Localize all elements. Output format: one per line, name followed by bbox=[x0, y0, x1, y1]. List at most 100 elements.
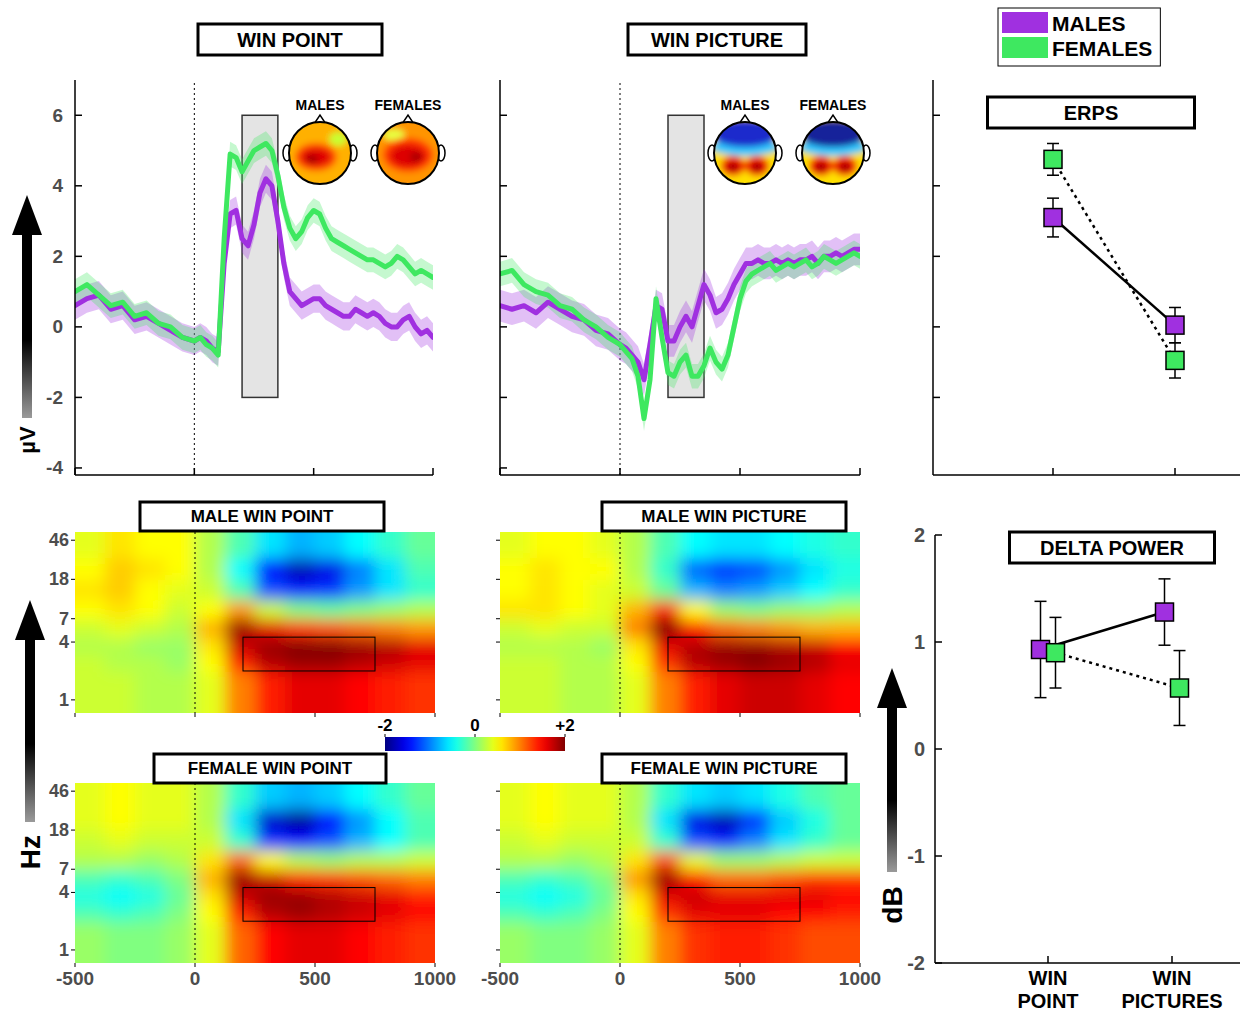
heat-cell bbox=[315, 558, 346, 580]
heat-cell bbox=[285, 619, 316, 638]
y-axis bbox=[74, 80, 76, 475]
heat-cell bbox=[105, 671, 136, 713]
heat-cell bbox=[195, 600, 226, 619]
heat-cell bbox=[770, 921, 801, 963]
heat-cell bbox=[135, 850, 166, 869]
y-tick-label: 4 bbox=[59, 882, 69, 902]
heat-cell bbox=[75, 558, 106, 580]
heat-cell bbox=[75, 904, 106, 921]
title-frame bbox=[628, 24, 806, 55]
heat-cell bbox=[710, 532, 741, 559]
legend: MALESFEMALES bbox=[998, 8, 1160, 66]
heatmap-area bbox=[75, 532, 435, 713]
y-tick-label: 0 bbox=[914, 738, 925, 760]
title: FEMALE WIN POINT bbox=[188, 759, 353, 778]
axis-title: dB bbox=[877, 886, 908, 923]
heat-cell bbox=[800, 579, 831, 600]
x-axis bbox=[935, 962, 1240, 964]
heat-cell bbox=[405, 809, 435, 831]
heat-cell bbox=[800, 671, 831, 713]
y-tick-label: 7 bbox=[59, 859, 69, 879]
heat-cell bbox=[135, 809, 166, 831]
topomap-blob bbox=[295, 143, 337, 171]
heat-cell bbox=[135, 783, 166, 809]
heat-cell bbox=[620, 921, 651, 963]
heatmap-area bbox=[500, 532, 860, 713]
heat-cell bbox=[225, 654, 256, 671]
x-tick bbox=[195, 963, 196, 967]
heat-cell bbox=[225, 850, 256, 869]
heat-cell bbox=[105, 921, 136, 963]
title: FEMALE WIN PICTURE bbox=[631, 759, 818, 778]
heat-cell bbox=[105, 558, 136, 580]
heat-cell bbox=[405, 558, 435, 580]
title-box: MALE WIN PICTURE bbox=[602, 502, 846, 531]
heat-cell bbox=[405, 888, 435, 905]
y-tick-label: 0 bbox=[52, 316, 63, 337]
legend-swatch bbox=[1002, 37, 1048, 58]
heat-cell bbox=[740, 558, 771, 580]
heat-cell bbox=[285, 558, 316, 580]
x-tick bbox=[1052, 468, 1054, 475]
heat-cell bbox=[135, 558, 166, 580]
heat-cell bbox=[75, 532, 106, 559]
heat-cell bbox=[195, 869, 226, 888]
heat-cell bbox=[530, 619, 561, 638]
legend-label: FEMALES bbox=[1052, 37, 1152, 60]
heat-cell bbox=[590, 830, 621, 851]
y-tick bbox=[71, 618, 75, 619]
heat-cell bbox=[345, 619, 376, 638]
heat-cell bbox=[530, 579, 561, 600]
heat-cell bbox=[345, 654, 376, 671]
heat-cell bbox=[285, 671, 316, 713]
heat-cell bbox=[165, 921, 196, 963]
heat-cell bbox=[770, 671, 801, 713]
error-cap bbox=[1047, 197, 1059, 199]
heat-cell bbox=[710, 921, 741, 963]
axis-arrow: µV bbox=[12, 195, 42, 454]
heatmap-panel: 1471846-50005001000FEMALE WIN POINT bbox=[49, 754, 461, 989]
y-tick bbox=[71, 791, 75, 792]
heat-cell bbox=[195, 671, 226, 713]
y-tick bbox=[496, 830, 500, 831]
heat-cell bbox=[680, 888, 711, 905]
heat-cell bbox=[500, 654, 531, 671]
x-tick bbox=[1047, 956, 1049, 963]
heatmap-panel: 1471846MALE WIN POINT bbox=[49, 502, 461, 739]
heat-cell bbox=[590, 783, 621, 809]
heat-cell bbox=[75, 850, 106, 869]
heat-cell bbox=[650, 558, 681, 580]
error-cap bbox=[1169, 342, 1181, 344]
error-cap bbox=[1174, 725, 1186, 727]
heat-cell bbox=[315, 904, 346, 921]
title-box: ERPS bbox=[988, 97, 1195, 128]
heat-cell bbox=[375, 830, 406, 851]
heat-cell bbox=[255, 637, 286, 654]
heat-cell bbox=[770, 637, 801, 654]
heat-cell bbox=[770, 532, 801, 559]
head-outline bbox=[289, 122, 351, 184]
heat-cell bbox=[255, 671, 286, 713]
heat-cell bbox=[500, 869, 531, 888]
heat-cell bbox=[285, 830, 316, 851]
topomap-blob bbox=[816, 163, 826, 171]
heat-cell bbox=[800, 532, 831, 559]
heat-cell bbox=[530, 558, 561, 580]
heat-cell bbox=[165, 904, 196, 921]
heat-cell bbox=[560, 888, 591, 905]
y-tick-label: 1 bbox=[59, 940, 69, 960]
erp-line bbox=[75, 143, 433, 355]
topomap-label: MALES bbox=[721, 97, 770, 113]
heat-cell bbox=[590, 921, 621, 963]
heat-cell bbox=[135, 888, 166, 905]
heat-cell bbox=[770, 830, 801, 851]
title-frame bbox=[988, 97, 1195, 128]
heat-cell bbox=[590, 600, 621, 619]
heat-cell bbox=[530, 671, 561, 713]
heat-cell bbox=[800, 888, 831, 905]
heat-cell bbox=[530, 921, 561, 963]
heat-cell bbox=[710, 850, 741, 869]
error-cap bbox=[1169, 342, 1181, 344]
heat-cell bbox=[105, 600, 136, 619]
heat-cell bbox=[560, 783, 591, 809]
